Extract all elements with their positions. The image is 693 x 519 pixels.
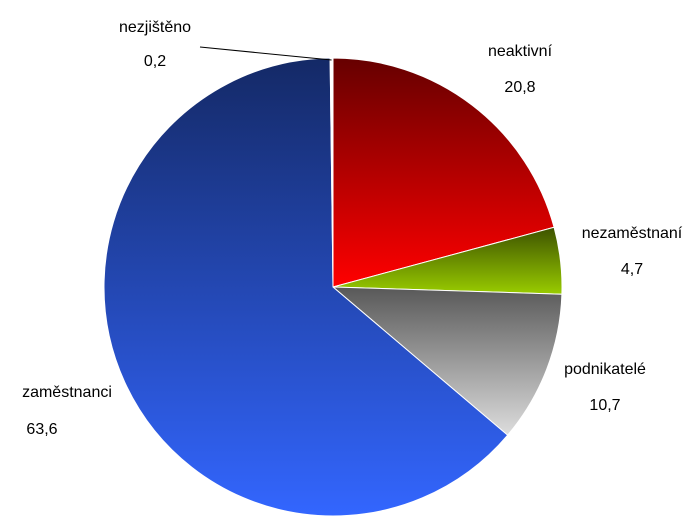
slice-value: 20,8 (504, 79, 535, 96)
slice-label: neaktivní (488, 43, 553, 60)
slice-value: 0,2 (144, 53, 166, 70)
slice-label: podnikatelé (564, 361, 646, 378)
slice-label: nezaměstnaní (582, 225, 683, 242)
slice-value: 63,6 (26, 421, 57, 438)
pie-slice (331, 286, 563, 436)
pie-slice (332, 57, 555, 288)
slice-label: nezjištěno (119, 19, 191, 36)
slice-value: 4,7 (621, 261, 643, 278)
leader-line (199, 46, 332, 61)
pie-slice (329, 57, 334, 288)
slice-value: 10,7 (589, 397, 620, 414)
pie-slice (103, 57, 509, 517)
slice-label: zaměstnanci (22, 384, 112, 401)
